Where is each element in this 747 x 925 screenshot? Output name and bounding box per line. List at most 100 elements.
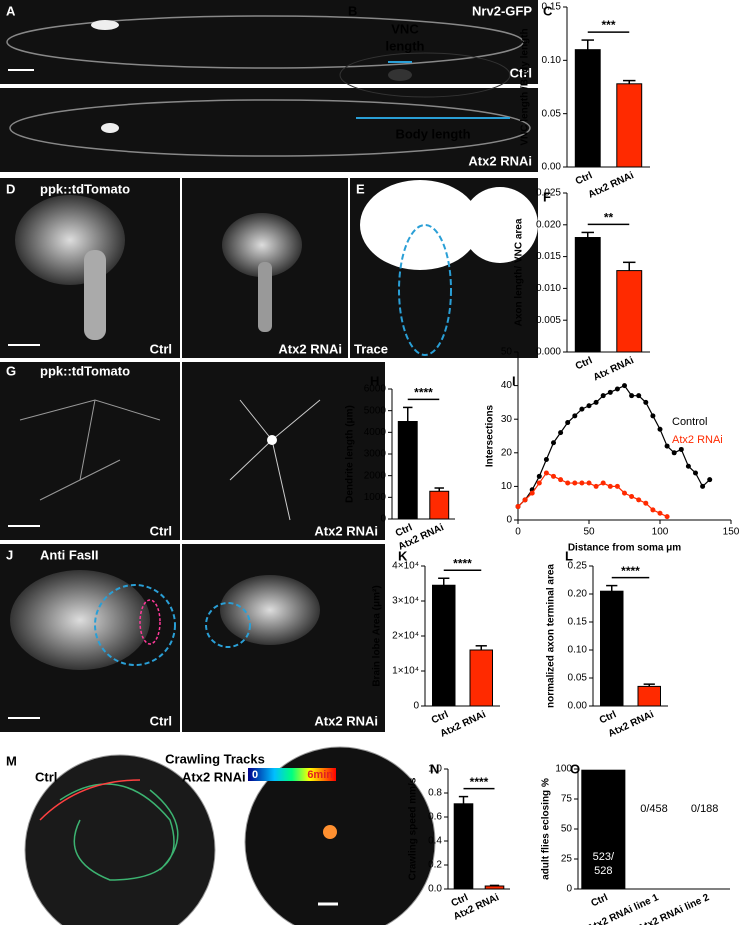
line xyxy=(517,384,711,507)
y-tick-label: 0.6 xyxy=(428,812,442,823)
image-label: Ctrl xyxy=(510,65,532,80)
panel-label: E xyxy=(356,181,365,196)
marker xyxy=(700,483,706,489)
x-tick-label: 100 xyxy=(652,527,669,538)
marker xyxy=(671,450,677,456)
marker xyxy=(565,420,571,426)
marker xyxy=(650,507,656,513)
panel-label: M xyxy=(6,753,17,768)
marker xyxy=(693,470,698,476)
brain xyxy=(220,575,320,645)
marker xyxy=(629,493,635,499)
marker xyxy=(522,497,528,503)
marker xyxy=(622,490,627,496)
y-tick-label: 2×10⁴ xyxy=(392,631,419,642)
marker xyxy=(600,480,606,486)
marker xyxy=(657,510,663,516)
image-label: Atx2 RNAi xyxy=(182,769,246,784)
brain xyxy=(15,195,125,285)
vnc xyxy=(258,262,272,332)
y-tick-label: 0.000 xyxy=(536,347,561,358)
x-tick-label: 0 xyxy=(515,527,521,538)
y-tick-label: 0.025 xyxy=(536,188,561,199)
brain xyxy=(222,213,302,277)
y-tick-label: 0.005 xyxy=(536,315,561,326)
image-label: Atx2 RNAi xyxy=(314,713,378,728)
y-tick-label: 0.8 xyxy=(428,788,442,799)
marker xyxy=(643,399,649,405)
larva xyxy=(9,99,531,157)
y-tick-label: 0.10 xyxy=(568,645,588,656)
marker xyxy=(650,413,656,419)
y-tick-label: 0 xyxy=(413,701,419,712)
marker xyxy=(643,500,649,506)
marker xyxy=(536,480,542,486)
soma xyxy=(267,435,277,445)
bar xyxy=(484,885,505,890)
y-tick-label: 25 xyxy=(561,854,573,865)
y-tick-label: 0.2 xyxy=(428,860,442,871)
y-tick-label: 2000 xyxy=(364,470,387,481)
y-tick-label: 0 xyxy=(380,514,386,525)
marker xyxy=(629,393,635,399)
bar xyxy=(637,685,661,707)
bar xyxy=(429,490,450,520)
image-label: Atx2 RNAi xyxy=(468,153,532,168)
y-tick-label: 1×10⁴ xyxy=(392,666,419,677)
image-label: ppk::tdTomato xyxy=(40,181,130,196)
marker xyxy=(579,406,585,412)
marker xyxy=(636,497,642,503)
marker xyxy=(579,480,585,486)
bar-text: 0/188 xyxy=(691,803,719,815)
y-axis-label: VNC length /Body length xyxy=(520,28,531,145)
image-label: Anti FasII xyxy=(40,547,99,562)
panel-label: C xyxy=(543,3,553,18)
y-tick-label: 0.15 xyxy=(542,2,562,13)
image-label: Nrv2-GFP xyxy=(472,3,532,18)
vnc xyxy=(91,20,119,30)
marker xyxy=(572,413,578,419)
marker xyxy=(664,514,670,520)
marker xyxy=(536,473,542,479)
x-axis-label: Distance from soma μm xyxy=(568,543,681,554)
trace-outline xyxy=(398,224,452,356)
x-tick-label: 50 xyxy=(583,527,595,538)
dendrites xyxy=(229,399,321,521)
marker xyxy=(685,463,691,469)
panel-label: F xyxy=(543,189,551,204)
significance: **** xyxy=(414,386,433,400)
y-tick-label: 3×10⁴ xyxy=(392,596,419,607)
image-label: Ctrl xyxy=(150,713,172,728)
image-label: Ctrl xyxy=(150,523,172,538)
larva-outline xyxy=(339,52,511,98)
y-tick-label: 0.4 xyxy=(428,836,442,847)
y-axis-label: Axon length/ VNC area xyxy=(514,218,525,326)
y-tick-label: 0.00 xyxy=(568,701,588,712)
panel-label: L xyxy=(565,548,573,563)
y-tick-label: 0.25 xyxy=(568,561,588,572)
line xyxy=(517,472,668,518)
x-tick-label: 150 xyxy=(723,527,740,538)
marker xyxy=(586,403,592,409)
y-tick-label: 6000 xyxy=(364,384,387,395)
image-label: Atx2 RNAi xyxy=(314,523,378,538)
marker xyxy=(551,473,556,479)
marker xyxy=(664,443,670,449)
y-tick-label: 0.015 xyxy=(536,251,561,262)
x-tick-label: Ctrl xyxy=(574,355,594,372)
lobe-outline xyxy=(94,584,176,666)
y-axis-label: Dendrite length (μm) xyxy=(345,405,356,503)
image-label: Ctrl xyxy=(35,769,57,784)
marker xyxy=(565,480,571,486)
vnc xyxy=(388,69,412,81)
bar xyxy=(600,590,624,707)
bar-text: 523/ xyxy=(593,851,615,863)
track xyxy=(323,825,337,839)
dendrites xyxy=(19,399,161,501)
vnc xyxy=(101,123,119,133)
label: length xyxy=(386,38,425,53)
image-label: Atx2 RNAi xyxy=(278,341,342,356)
panel-label: N xyxy=(430,761,439,776)
marker xyxy=(678,446,684,452)
